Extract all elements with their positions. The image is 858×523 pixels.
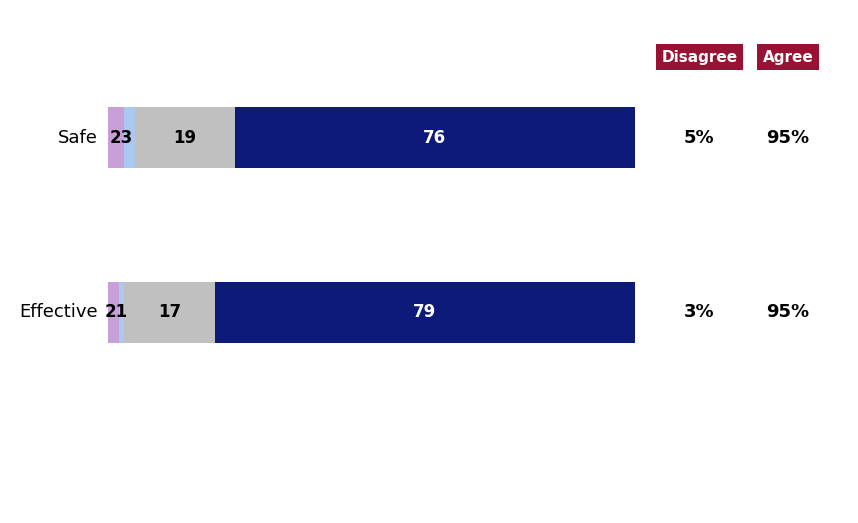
Text: 76: 76 (423, 129, 446, 147)
Text: 5%: 5% (684, 129, 715, 147)
Text: 17: 17 (158, 303, 181, 321)
Text: Disagree: Disagree (662, 50, 737, 65)
Bar (119, 281, 124, 343)
Bar (135, 107, 234, 168)
Bar (108, 281, 119, 343)
Text: 95%: 95% (766, 129, 810, 147)
Text: Agree: Agree (763, 50, 813, 65)
Text: 23: 23 (110, 129, 133, 147)
Bar (214, 281, 635, 343)
Text: 19: 19 (173, 129, 196, 147)
Bar (234, 107, 635, 168)
Text: 79: 79 (414, 303, 437, 321)
Bar (124, 281, 214, 343)
Text: Effective: Effective (19, 303, 98, 321)
Text: Safe: Safe (57, 129, 98, 147)
Text: 95%: 95% (766, 303, 810, 321)
Bar (108, 107, 124, 168)
Text: 3%: 3% (684, 303, 715, 321)
Text: 21: 21 (105, 303, 128, 321)
Bar (124, 107, 135, 168)
